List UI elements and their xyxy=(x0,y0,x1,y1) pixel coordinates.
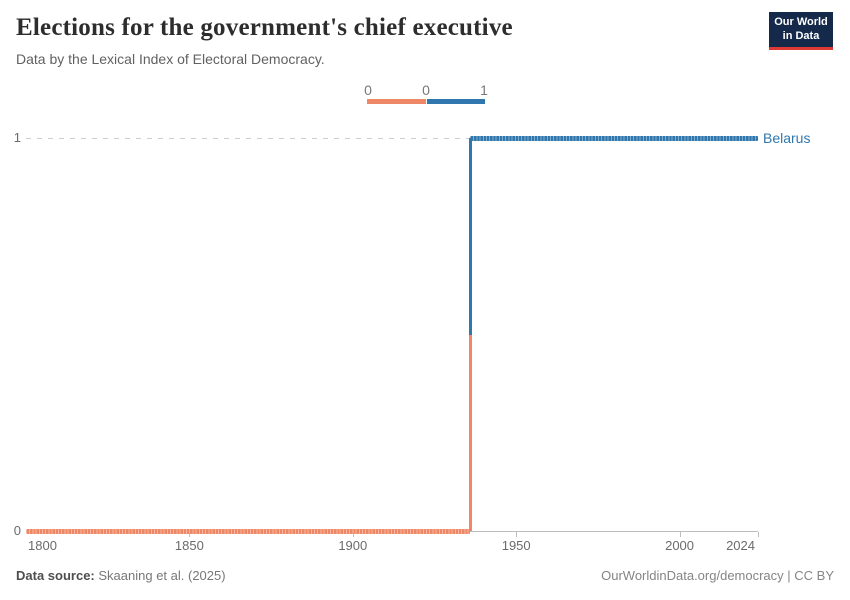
x-tick-mark-1900 xyxy=(353,532,354,537)
data-source-label: Data source: xyxy=(16,568,95,583)
legend-bar[interactable] xyxy=(367,99,485,104)
series-step-vertical-upper xyxy=(468,138,472,335)
x-tick-mark-2000 xyxy=(680,532,681,537)
legend: 0 0 1 xyxy=(364,82,488,106)
legend-labels: 0 0 1 xyxy=(364,82,488,98)
x-tick-label-1900: 1900 xyxy=(338,538,368,553)
legend-segment-value-1[interactable] xyxy=(426,99,485,104)
x-tick-label-2000: 2000 xyxy=(665,538,695,553)
x-tick-label-1800: 1800 xyxy=(28,538,57,553)
x-tick-label-2024: 2024 xyxy=(726,538,755,553)
attribution-link[interactable]: OurWorldinData.org/democracy | CC BY xyxy=(601,568,834,583)
x-tick-label-1850: 1850 xyxy=(174,538,204,553)
y-tick-label-1: 1 xyxy=(13,130,21,145)
x-tick-mark-2024 xyxy=(758,532,759,537)
data-source-value: Skaaning et al. (2025) xyxy=(98,568,226,583)
data-source: Data source: Skaaning et al. (2025) xyxy=(16,568,226,583)
series-step-vertical-lower xyxy=(468,334,472,531)
page-title: Elections for the government's chief exe… xyxy=(16,14,513,41)
entity-label-belarus[interactable]: Belarus xyxy=(763,130,811,146)
page-subtitle: Data by the Lexical Index of Electoral D… xyxy=(16,51,325,67)
series-segment-value-1[interactable] xyxy=(470,135,758,141)
x-tick-mark-1950 xyxy=(516,532,517,537)
owid-logo-line1: Our World xyxy=(774,15,828,28)
series-segment-value-0[interactable] xyxy=(26,528,471,534)
legend-label-0: 0 xyxy=(364,82,372,98)
chart-footer: Data source: Skaaning et al. (2025) OurW… xyxy=(16,568,834,583)
owid-logo-line2: in Data xyxy=(782,29,820,42)
y-tick-label-0: 0 xyxy=(13,523,21,538)
x-tick-mark-1850 xyxy=(189,532,190,537)
legend-label-2: 1 xyxy=(480,82,488,98)
owid-logo[interactable]: Our World in Data xyxy=(769,12,833,50)
legend-segment-value-0[interactable] xyxy=(367,99,426,104)
gridline-y-1 xyxy=(26,138,758,139)
x-tick-label-1950: 1950 xyxy=(501,538,531,553)
legend-label-1: 0 xyxy=(422,82,430,98)
